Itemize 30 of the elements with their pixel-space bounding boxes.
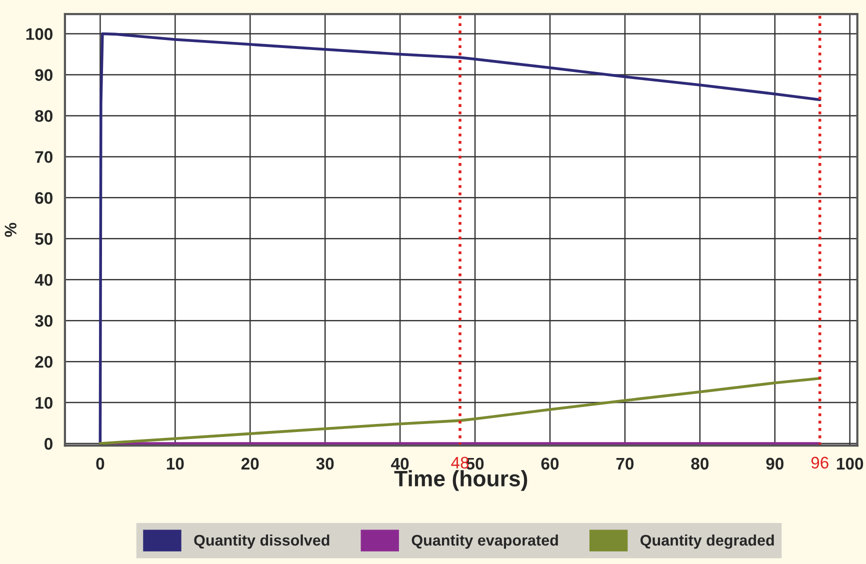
x-tick-label: 100 xyxy=(836,458,864,470)
line-series xyxy=(98,376,822,445)
y-tick-label: 60 xyxy=(35,192,52,204)
legend-label: Quantity degraded xyxy=(640,534,774,549)
x-tick-label: 90 xyxy=(766,458,784,470)
x-tick-label: 70 xyxy=(616,458,634,470)
legend-label: Quantity dissolved xyxy=(194,534,330,549)
y-tick-label: 20 xyxy=(35,356,52,368)
x-tick-label: 60 xyxy=(541,458,559,470)
ref-line-label: 96 xyxy=(811,456,828,469)
x-tick-label: 20 xyxy=(241,458,259,470)
x-axis-title: Time (hours) xyxy=(394,470,528,491)
y-tick-label: 100 xyxy=(26,28,52,40)
y-tick-label: 0 xyxy=(44,438,52,450)
line-series xyxy=(98,32,822,445)
x-tick-label: 40 xyxy=(391,458,409,470)
y-tick-label: 10 xyxy=(36,396,52,409)
y-tick-label: 40 xyxy=(34,274,52,286)
y-tick-label: 80 xyxy=(35,110,52,122)
x-tick-label: 80 xyxy=(691,458,708,470)
x-tick-label: 0 xyxy=(96,458,104,470)
y-axis-title: % xyxy=(4,222,16,237)
y-tick-label: 50 xyxy=(35,233,52,245)
ref-line-label: 48 xyxy=(451,456,469,469)
y-tick-label: 70 xyxy=(35,151,52,163)
x-tick-label: 10 xyxy=(166,458,184,470)
y-tick-label: 30 xyxy=(34,314,52,327)
y-tick-label: 90 xyxy=(35,69,52,81)
x-tick-label: 30 xyxy=(316,458,334,470)
legend-label: Quantity evaporated xyxy=(412,534,558,549)
